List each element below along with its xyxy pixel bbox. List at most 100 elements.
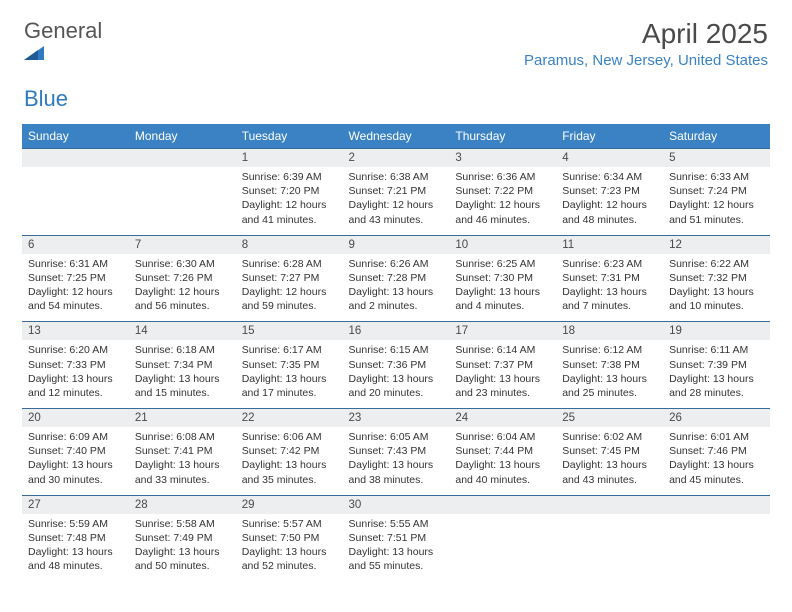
sunset-text: Sunset: 7:40 PM xyxy=(28,444,123,458)
daylight-text: Daylight: 12 hours and 56 minutes. xyxy=(135,285,230,313)
sunset-text: Sunset: 7:42 PM xyxy=(242,444,337,458)
logo-text: General Blue xyxy=(24,18,102,112)
sunrise-text: Sunrise: 6:31 AM xyxy=(28,257,123,271)
sunrise-text: Sunrise: 6:22 AM xyxy=(669,257,764,271)
daylight-text: Daylight: 12 hours and 41 minutes. xyxy=(242,198,337,226)
col-friday: Friday xyxy=(556,124,663,149)
daylight-text: Daylight: 13 hours and 15 minutes. xyxy=(135,372,230,400)
sunset-text: Sunset: 7:44 PM xyxy=(455,444,550,458)
daylight-text: Daylight: 13 hours and 23 minutes. xyxy=(455,372,550,400)
day-cell xyxy=(556,514,663,582)
day-number: 25 xyxy=(556,409,663,428)
day-number: 8 xyxy=(236,235,343,254)
day-cell: Sunrise: 6:02 AMSunset: 7:45 PMDaylight:… xyxy=(556,427,663,495)
daylight-text: Daylight: 13 hours and 40 minutes. xyxy=(455,458,550,486)
sunrise-text: Sunrise: 6:09 AM xyxy=(28,430,123,444)
day-number: 2 xyxy=(343,149,450,168)
day-number: 3 xyxy=(449,149,556,168)
sunrise-text: Sunrise: 6:17 AM xyxy=(242,343,337,357)
day-cell: Sunrise: 6:28 AMSunset: 7:27 PMDaylight:… xyxy=(236,254,343,322)
day-number: 26 xyxy=(663,409,770,428)
day-cell: Sunrise: 6:11 AMSunset: 7:39 PMDaylight:… xyxy=(663,340,770,408)
day-number: 30 xyxy=(343,495,450,514)
day-cell: Sunrise: 6:39 AMSunset: 7:20 PMDaylight:… xyxy=(236,167,343,235)
daylight-text: Daylight: 13 hours and 4 minutes. xyxy=(455,285,550,313)
day-content-row: Sunrise: 6:20 AMSunset: 7:33 PMDaylight:… xyxy=(22,340,770,408)
sunset-text: Sunset: 7:43 PM xyxy=(349,444,444,458)
sunrise-text: Sunrise: 6:28 AM xyxy=(242,257,337,271)
day-number: 1 xyxy=(236,149,343,168)
sunrise-text: Sunrise: 6:15 AM xyxy=(349,343,444,357)
sunrise-text: Sunrise: 6:30 AM xyxy=(135,257,230,271)
day-cell: Sunrise: 6:18 AMSunset: 7:34 PMDaylight:… xyxy=(129,340,236,408)
day-number: 16 xyxy=(343,322,450,341)
day-cell: Sunrise: 6:34 AMSunset: 7:23 PMDaylight:… xyxy=(556,167,663,235)
day-cell: Sunrise: 6:22 AMSunset: 7:32 PMDaylight:… xyxy=(663,254,770,322)
daylight-text: Daylight: 13 hours and 52 minutes. xyxy=(242,545,337,573)
day-cell: Sunrise: 6:04 AMSunset: 7:44 PMDaylight:… xyxy=(449,427,556,495)
calendar-body: 12345Sunrise: 6:39 AMSunset: 7:20 PMDayl… xyxy=(22,149,770,582)
day-content-row: Sunrise: 6:09 AMSunset: 7:40 PM Daylight:… xyxy=(22,427,770,495)
day-cell: Sunrise: 6:25 AMSunset: 7:30 PMDaylight:… xyxy=(449,254,556,322)
sunrise-text: Sunrise: 6:04 AM xyxy=(455,430,550,444)
col-tuesday: Tuesday xyxy=(236,124,343,149)
daylight-text: Daylight: 13 hours and 48 minutes. xyxy=(28,545,123,573)
day-number: 22 xyxy=(236,409,343,428)
sunset-text: Sunset: 7:34 PM xyxy=(135,358,230,372)
location-label: Paramus, New Jersey, United States xyxy=(524,52,768,69)
sunrise-text: Sunrise: 6:39 AM xyxy=(242,170,337,184)
sunset-text: Sunset: 7:38 PM xyxy=(562,358,657,372)
sunrise-text: Sunrise: 6:20 AM xyxy=(28,343,123,357)
day-cell xyxy=(22,167,129,235)
sunset-text: Sunset: 7:24 PM xyxy=(669,184,764,198)
day-cell: Sunrise: 5:58 AMSunset: 7:49 PMDaylight:… xyxy=(129,514,236,582)
sunrise-text: Sunrise: 5:55 AM xyxy=(349,517,444,531)
day-number: 24 xyxy=(449,409,556,428)
sunset-text: Sunset: 7:51 PM xyxy=(349,531,444,545)
weekday-header-row: Sunday Monday Tuesday Wednesday Thursday… xyxy=(22,124,770,149)
day-number: 18 xyxy=(556,322,663,341)
day-cell: Sunrise: 6:30 AMSunset: 7:26 PMDaylight:… xyxy=(129,254,236,322)
sunset-text: Sunset: 7:46 PM xyxy=(669,444,764,458)
daylight-text: Daylight: 13 hours and 10 minutes. xyxy=(669,285,764,313)
col-thursday: Thursday xyxy=(449,124,556,149)
day-cell: Sunrise: 6:08 AMSunset: 7:41 PMDaylight:… xyxy=(129,427,236,495)
daylight-text: Daylight: 13 hours and 35 minutes. xyxy=(242,458,337,486)
day-number: 28 xyxy=(129,495,236,514)
daylight-text: Daylight: 13 hours and 7 minutes. xyxy=(562,285,657,313)
sunset-text: Sunset: 7:45 PM xyxy=(562,444,657,458)
day-content-row: Sunrise: 6:31 AMSunset: 7:25 PMDaylight:… xyxy=(22,254,770,322)
sunset-text: Sunset: 7:35 PM xyxy=(242,358,337,372)
day-cell: Sunrise: 6:33 AMSunset: 7:24 PMDaylight:… xyxy=(663,167,770,235)
sunset-text: Sunset: 7:30 PM xyxy=(455,271,550,285)
day-content-row: Sunrise: 5:59 AMSunset: 7:48 PMDaylight:… xyxy=(22,514,770,582)
sunset-text: Sunset: 7:22 PM xyxy=(455,184,550,198)
day-number: 29 xyxy=(236,495,343,514)
header: General Blue April 2025 Paramus, New Jer… xyxy=(0,0,792,118)
sunrise-text: Sunrise: 6:18 AM xyxy=(135,343,230,357)
sunrise-text: Sunrise: 6:02 AM xyxy=(562,430,657,444)
day-number: 4 xyxy=(556,149,663,168)
sunset-text: Sunset: 7:48 PM xyxy=(28,531,123,545)
sunrise-text: Sunrise: 6:26 AM xyxy=(349,257,444,271)
sunset-text: Sunset: 7:49 PM xyxy=(135,531,230,545)
day-cell: Sunrise: 5:55 AMSunset: 7:51 PMDaylight:… xyxy=(343,514,450,582)
logo-triangle-icon xyxy=(24,44,102,60)
title-block: April 2025 Paramus, New Jersey, United S… xyxy=(524,18,768,69)
day-cell: Sunrise: 6:20 AMSunset: 7:33 PMDaylight:… xyxy=(22,340,129,408)
day-cell: Sunrise: 6:05 AMSunset: 7:43 PMDaylight:… xyxy=(343,427,450,495)
sunrise-text: Sunrise: 6:33 AM xyxy=(669,170,764,184)
sunset-text: Sunset: 7:31 PM xyxy=(562,271,657,285)
calendar-table: Sunday Monday Tuesday Wednesday Thursday… xyxy=(22,124,770,581)
day-cell: Sunrise: 6:09 AMSunset: 7:40 PMDaylight:… xyxy=(22,427,129,495)
daylight-text: Daylight: 12 hours and 59 minutes. xyxy=(242,285,337,313)
daylight-text: Daylight: 12 hours and 43 minutes. xyxy=(349,198,444,226)
sunset-text: Sunset: 7:21 PM xyxy=(349,184,444,198)
sunset-text: Sunset: 7:39 PM xyxy=(669,358,764,372)
day-cell: Sunrise: 6:36 AMSunset: 7:22 PMDaylight:… xyxy=(449,167,556,235)
col-saturday: Saturday xyxy=(663,124,770,149)
daylight-text: Daylight: 12 hours and 51 minutes. xyxy=(669,198,764,226)
day-number: 15 xyxy=(236,322,343,341)
day-number: 7 xyxy=(129,235,236,254)
daylight-text: Daylight: 13 hours and 50 minutes. xyxy=(135,545,230,573)
